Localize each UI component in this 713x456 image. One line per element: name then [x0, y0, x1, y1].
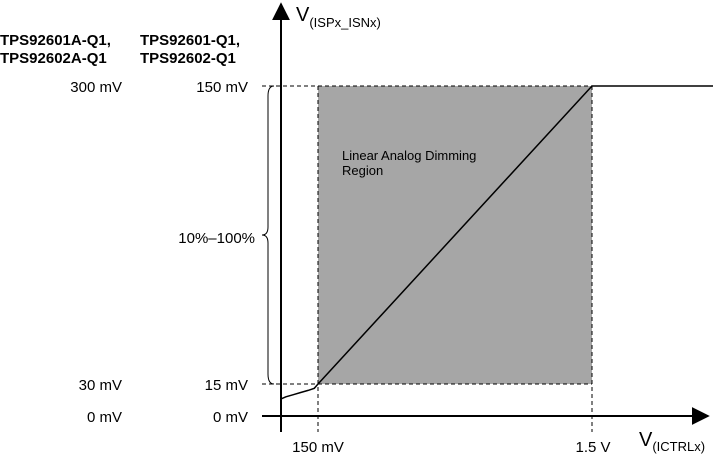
y-tick-label-a-top: 300 mV: [70, 79, 122, 96]
y-tick-label-a-zero: 0 mV: [87, 409, 122, 426]
transfer-curve-line: [280, 85, 713, 400]
range-brace: [261, 85, 275, 385]
y-tick-label-b-zero: 0 mV: [213, 409, 248, 426]
group-a-header-line2: TPS92602A-Q1: [0, 50, 107, 67]
region-label-line1: Linear Analog Dimming: [342, 148, 476, 163]
y-tick-label-b-top: 150 mV: [196, 79, 248, 96]
group-b-header-line1: TPS92601-Q1,: [140, 32, 240, 49]
region-label-line2: Region: [342, 163, 383, 178]
group-a-header-line1: TPS92601A-Q1,: [0, 32, 111, 49]
x-axis-title: V(ICTRLx): [639, 429, 705, 454]
range-brace-label: 10%–100%: [178, 230, 255, 247]
x-tick-label-150mV: 150 mV: [292, 439, 344, 456]
y-tick-label-a-mid: 30 mV: [79, 377, 122, 394]
y-axis-title: V(ISPx_ISNx): [296, 4, 381, 30]
y-tick-label-b-mid: 15 mV: [205, 377, 248, 394]
x-tick-label-1.5V: 1.5 V: [575, 439, 610, 456]
group-b-header-line2: TPS92602-Q1: [140, 50, 236, 67]
